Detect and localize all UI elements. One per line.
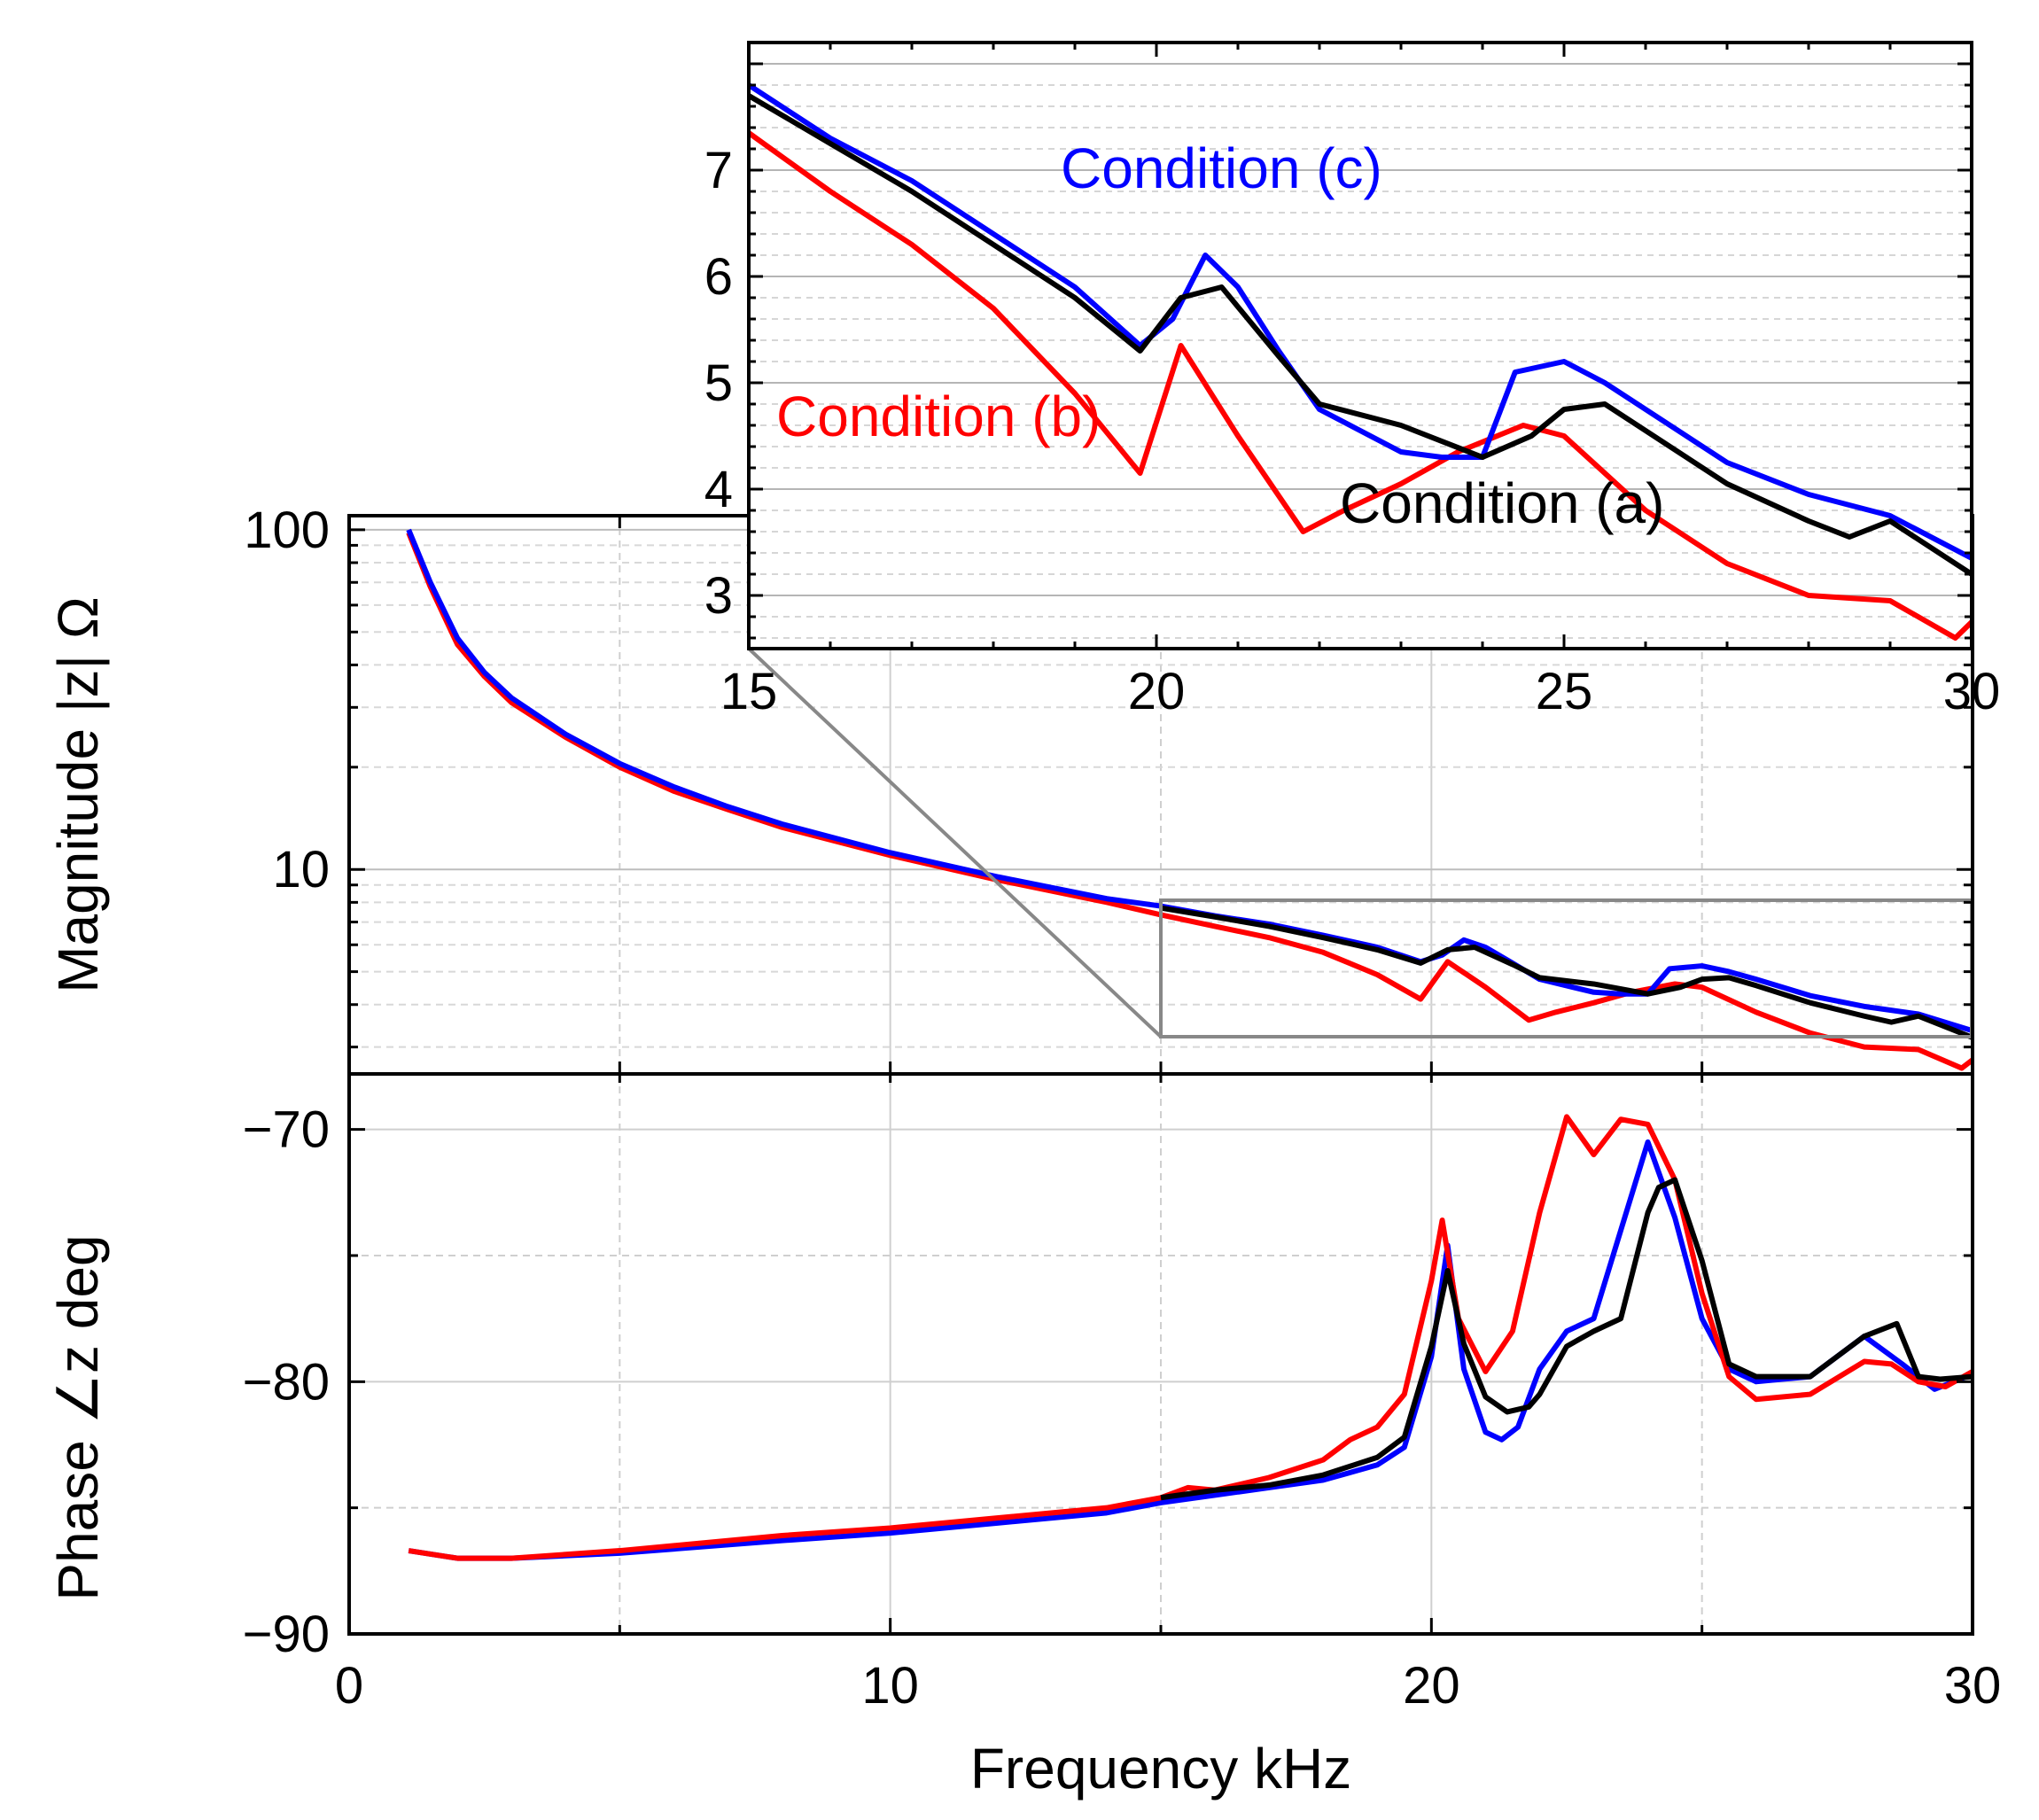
phase-ytick-labels: −90 −80 −70 xyxy=(243,1101,330,1663)
phase-ytick-label: −70 xyxy=(243,1101,330,1159)
phase-xtick-labels: 0 10 20 30 xyxy=(335,1657,2001,1715)
inset-xtick-label: 25 xyxy=(1536,663,1593,720)
inset-ytick-label: 4 xyxy=(704,461,733,518)
inset-ytick-labels: 3 4 5 6 7 xyxy=(704,142,733,625)
inset-panel: 15 20 25 30 3 4 5 6 7 Condition (c) Condition (… xyxy=(704,41,2001,720)
inset-ytick-label: 5 xyxy=(704,354,733,412)
inset-ticks xyxy=(747,43,1973,649)
phase-panel: 0 10 20 30 −90 −80 −70 Phase ∠z deg Frequency… xyxy=(46,1072,2001,1801)
inset-xtick-label: 15 xyxy=(720,663,778,720)
annotation-condition-b: Condition (b) xyxy=(776,385,1101,448)
annotation-condition-a: Condition (a) xyxy=(1340,471,1664,535)
inset-background xyxy=(749,43,1972,649)
inset-ytick-label: 3 xyxy=(704,567,733,625)
magnitude-ytick-label: 100 xyxy=(244,502,330,559)
magnitude-series xyxy=(406,528,1974,1071)
inset-xtick-label: 20 xyxy=(1128,663,1186,720)
magnitude-ytick-labels: 10 100 xyxy=(244,502,330,898)
frequency-xlabel: Frequency kHz xyxy=(970,1737,1351,1801)
inset-series-line xyxy=(749,93,1972,577)
inset-series-line xyxy=(749,130,1972,641)
inset-ytick-label: 7 xyxy=(704,142,733,199)
phase-ytick-label: −80 xyxy=(243,1353,330,1411)
inset-grid xyxy=(749,63,1972,639)
inset-ytick-label: 6 xyxy=(704,248,733,306)
phase-ylabel: Phase ∠z deg xyxy=(46,1234,110,1600)
inset-xtick-labels: 15 20 25 30 xyxy=(720,663,2001,720)
phase-series-line xyxy=(408,1114,1974,1561)
magnitude-series-line xyxy=(1160,905,1974,1040)
phase-xtick-label: 10 xyxy=(861,1657,919,1715)
phase-xtick-label: 30 xyxy=(1944,1657,2002,1715)
inset-xtick-label: 30 xyxy=(1943,663,2001,720)
magnitude-ytick-label: 10 xyxy=(272,841,330,898)
phase-ytick-label: −90 xyxy=(243,1606,330,1663)
magnitude-series-line xyxy=(406,532,1974,1071)
phase-xtick-label: 0 xyxy=(335,1657,363,1715)
zoom-connector-line xyxy=(747,647,1163,1038)
phase-ticks xyxy=(347,1074,1974,1636)
inset-series xyxy=(749,82,1972,641)
phase-xtick-label: 20 xyxy=(1403,1657,1460,1715)
annotation-condition-c: Condition (c) xyxy=(1061,136,1382,200)
inset-series-line xyxy=(749,82,1972,561)
inset-axes-frame xyxy=(747,41,1973,650)
phase-series-line xyxy=(408,1139,1974,1561)
phase-series xyxy=(408,1114,1974,1561)
phase-series-line xyxy=(1160,1177,1973,1501)
magnitude-ylabel: Magnitude |z| Ω xyxy=(46,596,110,993)
